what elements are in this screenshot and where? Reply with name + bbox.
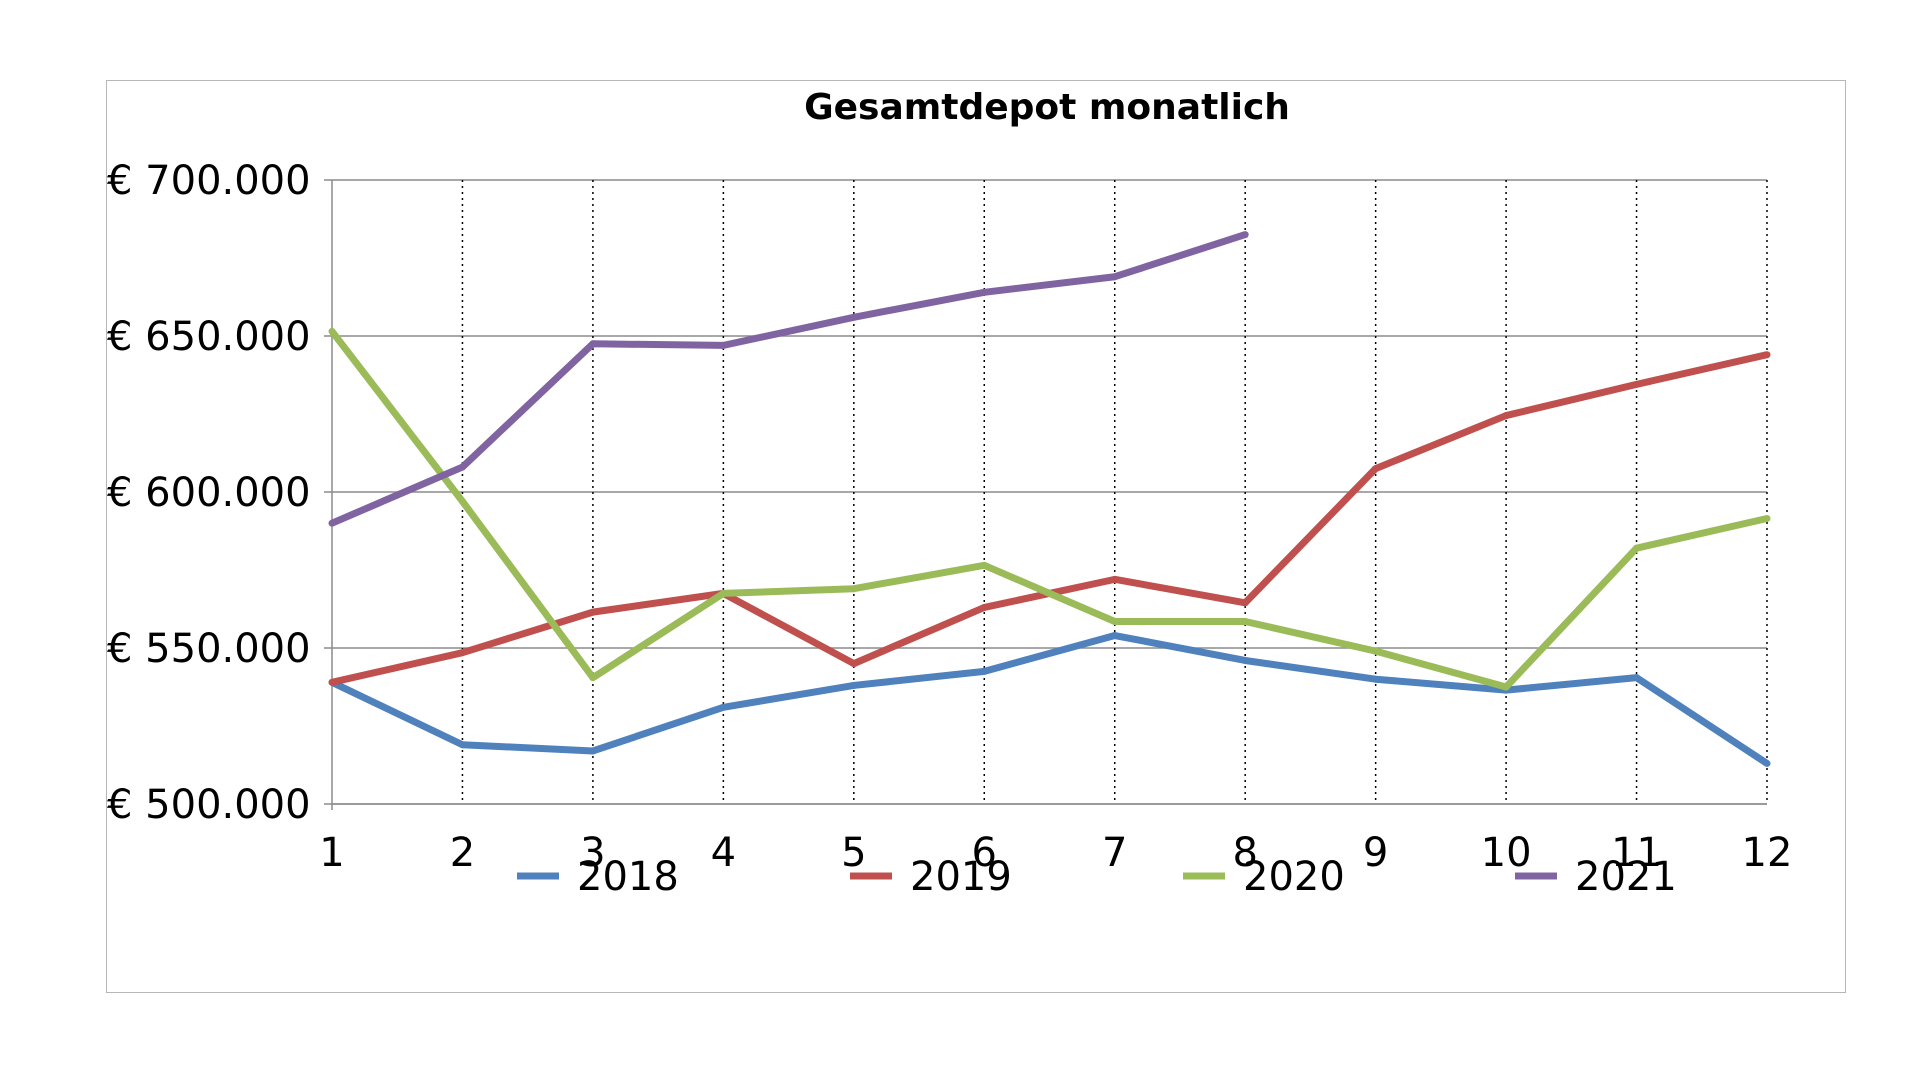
- data-point-2019: [1111, 575, 1119, 583]
- series-line-2021: [330, 231, 1247, 527]
- y-tick-label: € 650.000: [107, 314, 311, 360]
- chart-frame: Gesamtdepot monatlich € 700.000 € 650.000…: [106, 80, 1846, 993]
- chart-title: Gesamtdepot monatlich: [804, 87, 1290, 128]
- x-tick-label: 4: [711, 830, 736, 876]
- data-point-2019: [589, 608, 597, 616]
- data-point-2020: [458, 497, 466, 505]
- x-tick-label: 1: [319, 830, 344, 876]
- x-tick-label: 12: [1742, 830, 1793, 876]
- series-line-2020: [329, 329, 1768, 691]
- data-point-2019: [1502, 412, 1510, 420]
- legend-label: 2019: [910, 854, 1012, 900]
- x-tick-label: 3: [580, 830, 605, 876]
- x-tick-label: 10: [1481, 830, 1532, 876]
- legend-item-2018: 2018: [517, 854, 679, 900]
- legend-item-2019: 2019: [850, 854, 1012, 900]
- data-point-2018: [850, 681, 858, 689]
- data-point-2019: [850, 660, 858, 668]
- x-tick-label: 8: [1232, 830, 1257, 876]
- data-point-2018: [589, 747, 597, 755]
- data-point-2020: [850, 585, 858, 593]
- data-point-2021: [1241, 231, 1249, 239]
- data-point-2020: [1111, 617, 1119, 625]
- data-point-2018: [458, 741, 466, 749]
- x-tick-label: 9: [1363, 830, 1388, 876]
- data-point-2018: [719, 703, 727, 711]
- legend-item-2021: 2021: [1515, 854, 1677, 900]
- legend-label: 2018: [577, 854, 679, 900]
- data-point-2018: [1763, 759, 1771, 767]
- data-point-2020: [1372, 647, 1380, 655]
- data-point-2021: [719, 341, 727, 349]
- data-point-2020: [1241, 617, 1249, 625]
- x-tick-label: 7: [1102, 830, 1127, 876]
- y-tick-label: € 700.000: [107, 158, 311, 204]
- legend-label: 2020: [1243, 854, 1345, 900]
- data-point-2020: [1633, 544, 1641, 552]
- data-point-2020: [328, 327, 336, 335]
- grid-layer: [324, 179, 1768, 805]
- data-point-2018: [1241, 656, 1249, 664]
- data-point-2019: [1241, 599, 1249, 607]
- data-point-2019: [1372, 465, 1380, 473]
- data-point-2021: [1111, 273, 1119, 281]
- data-point-2019: [1763, 351, 1771, 359]
- data-point-2021: [980, 288, 988, 296]
- legend: 2018 2019 2020 2021: [517, 854, 1677, 900]
- data-point-2020: [980, 561, 988, 569]
- x-tick-label: 11: [1611, 830, 1662, 876]
- data-point-2020: [719, 589, 727, 597]
- data-point-2019: [980, 603, 988, 611]
- data-point-2021: [458, 463, 466, 471]
- data-point-2021: [850, 313, 858, 321]
- data-point-2018: [1633, 674, 1641, 682]
- data-point-2020: [589, 674, 597, 682]
- data-point-2020: [1763, 515, 1771, 523]
- data-point-2018: [1111, 632, 1119, 640]
- legend-label: 2021: [1575, 854, 1677, 900]
- series-line-2019: [331, 351, 1768, 686]
- legend-item-2020: 2020: [1183, 854, 1345, 900]
- axis-layer: € 700.000 € 650.000 € 600.000 € 550.000 € 50…: [107, 158, 1792, 876]
- y-tick-label: € 550.000: [107, 626, 311, 672]
- data-point-2019: [458, 649, 466, 657]
- line-chart: Gesamtdepot monatlich € 700.000 € 650.000…: [107, 87, 1792, 900]
- data-point-2021: [589, 340, 597, 348]
- x-tick-label: 2: [450, 830, 475, 876]
- y-tick-label: € 600.000: [107, 470, 311, 516]
- x-tick-label: 6: [972, 830, 997, 876]
- series-layer: [328, 231, 1771, 767]
- data-point-2018: [980, 667, 988, 675]
- data-point-2019: [1633, 380, 1641, 388]
- data-point-2021: [328, 519, 336, 527]
- data-point-2018: [1372, 675, 1380, 683]
- series-line-2018: [330, 632, 1769, 767]
- data-point-2019: [328, 678, 336, 686]
- x-tick-label: 5: [841, 830, 866, 876]
- data-point-2020: [1502, 683, 1510, 691]
- y-tick-label: € 500.000: [107, 782, 311, 828]
